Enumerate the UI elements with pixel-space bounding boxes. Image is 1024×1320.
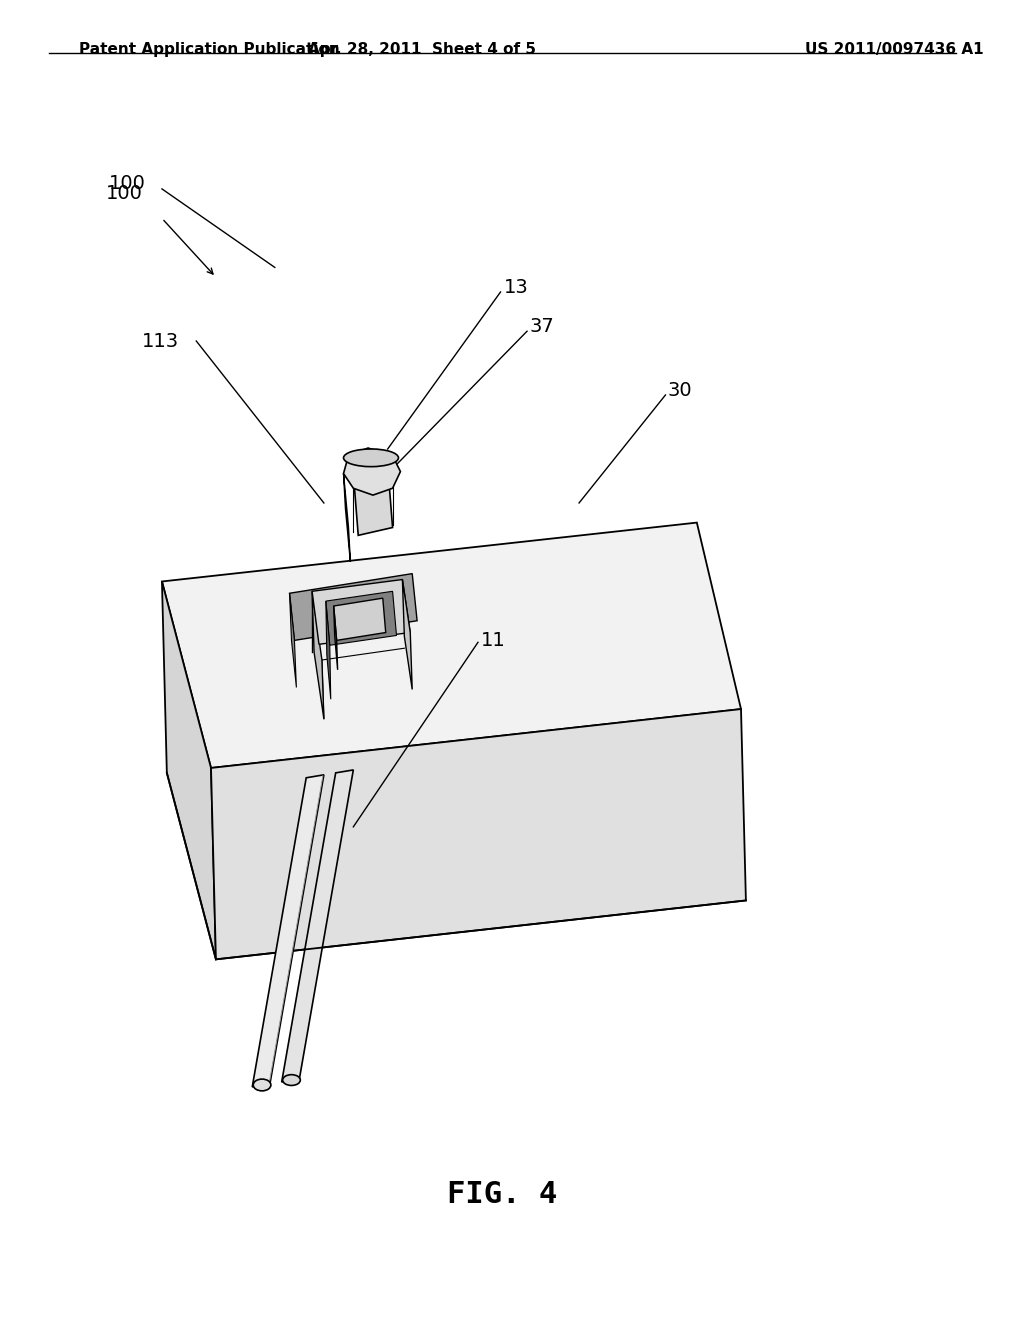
- Text: 113: 113: [141, 331, 178, 351]
- Text: 37: 37: [530, 317, 555, 335]
- Ellipse shape: [283, 1074, 300, 1085]
- Text: Patent Application Publication: Patent Application Publication: [79, 42, 339, 57]
- Text: 30: 30: [668, 380, 692, 400]
- Polygon shape: [402, 579, 413, 689]
- Polygon shape: [353, 466, 392, 536]
- Polygon shape: [290, 574, 417, 640]
- Text: US 2011/0097436 A1: US 2011/0097436 A1: [805, 42, 983, 57]
- Polygon shape: [162, 582, 216, 960]
- Text: FIG. 4: FIG. 4: [447, 1180, 558, 1209]
- Polygon shape: [334, 598, 386, 640]
- Text: 100: 100: [105, 185, 142, 203]
- Polygon shape: [312, 579, 411, 644]
- Polygon shape: [312, 591, 324, 719]
- Polygon shape: [326, 601, 331, 700]
- Polygon shape: [343, 447, 400, 495]
- Polygon shape: [162, 523, 741, 768]
- Polygon shape: [334, 606, 338, 669]
- Polygon shape: [326, 591, 396, 645]
- Polygon shape: [252, 775, 324, 1086]
- Ellipse shape: [253, 1078, 271, 1090]
- Polygon shape: [211, 709, 745, 960]
- Text: 11: 11: [481, 631, 506, 649]
- Polygon shape: [282, 770, 353, 1082]
- Polygon shape: [343, 474, 350, 562]
- Ellipse shape: [343, 449, 398, 467]
- Text: 13: 13: [504, 277, 528, 297]
- Polygon shape: [290, 593, 296, 688]
- Text: 100: 100: [109, 174, 145, 194]
- Text: Apr. 28, 2011  Sheet 4 of 5: Apr. 28, 2011 Sheet 4 of 5: [308, 42, 536, 57]
